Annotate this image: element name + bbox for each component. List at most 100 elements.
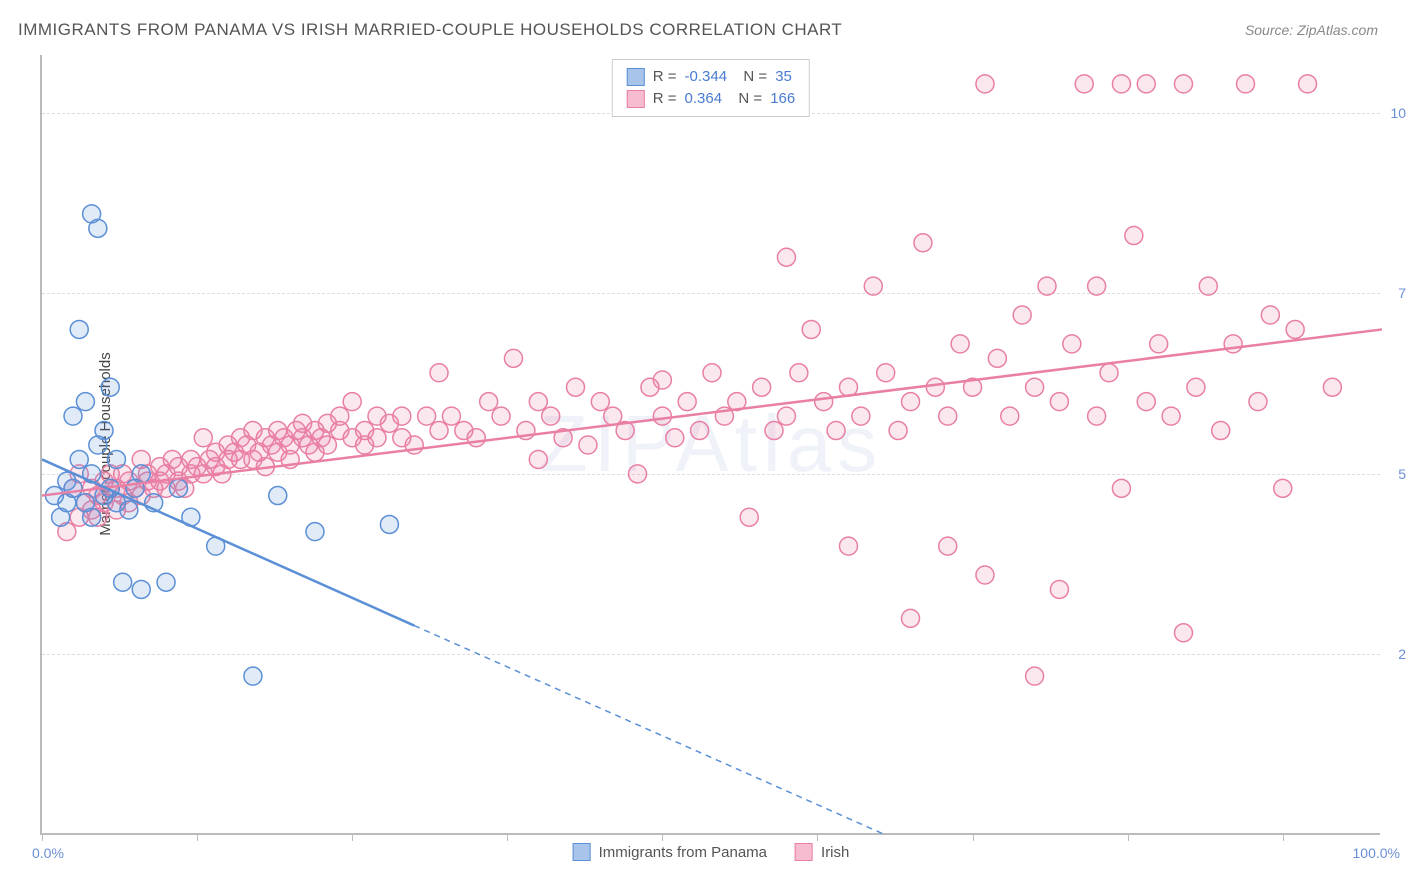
data-point (864, 277, 882, 295)
chart-title: IMMIGRANTS FROM PANAMA VS IRISH MARRIED-… (18, 20, 842, 40)
data-point (790, 364, 808, 382)
chart-plot-area: Married-couple Households ZIPAtlas R = -… (40, 55, 1380, 835)
data-point (169, 479, 187, 497)
data-point (1050, 580, 1068, 598)
legend-swatch-irish (627, 90, 645, 108)
data-point (467, 429, 485, 447)
data-point (1125, 227, 1143, 245)
legend-row-irish: R = 0.364 N = 166 (627, 88, 795, 110)
data-point (1224, 335, 1242, 353)
data-point (1174, 624, 1192, 642)
series-label-irish: Irish (821, 844, 849, 861)
data-point (653, 407, 671, 425)
legend-swatch-panama (627, 68, 645, 86)
y-tick-label: 100.0% (1391, 105, 1406, 121)
series-swatch-panama (573, 843, 591, 861)
data-point (1001, 407, 1019, 425)
data-point (567, 378, 585, 396)
data-point (939, 537, 957, 555)
data-point (368, 429, 386, 447)
data-point (1162, 407, 1180, 425)
data-point (777, 248, 795, 266)
data-point (114, 573, 132, 591)
data-point (430, 422, 448, 440)
data-point (1274, 479, 1292, 497)
data-point (703, 364, 721, 382)
data-point (504, 349, 522, 367)
data-point (653, 371, 671, 389)
data-point (852, 407, 870, 425)
scatter-svg (42, 55, 1380, 833)
data-point (827, 422, 845, 440)
data-point (678, 393, 696, 411)
data-point (740, 508, 758, 526)
data-point (579, 436, 597, 454)
data-point (629, 465, 647, 483)
legend-r-label: R = (653, 66, 677, 88)
data-point (691, 422, 709, 440)
data-point (1100, 364, 1118, 382)
data-point (418, 407, 436, 425)
data-point (1237, 75, 1255, 93)
data-point (1075, 75, 1093, 93)
x-axis-min-label: 0.0% (32, 845, 64, 861)
x-tick (507, 833, 508, 841)
data-point (480, 393, 498, 411)
data-point (70, 450, 88, 468)
data-point (1174, 75, 1192, 93)
data-point (132, 580, 150, 598)
data-point (120, 501, 138, 519)
data-point (1026, 378, 1044, 396)
data-point (95, 422, 113, 440)
data-point (64, 407, 82, 425)
data-point (902, 393, 920, 411)
data-point (951, 335, 969, 353)
data-point (194, 429, 212, 447)
data-point (1187, 378, 1205, 396)
data-point (839, 537, 857, 555)
data-point (839, 378, 857, 396)
data-point (1199, 277, 1217, 295)
data-point (157, 573, 175, 591)
data-point (393, 407, 411, 425)
data-point (1112, 479, 1130, 497)
trend-line-panama-extrapolated (414, 626, 885, 835)
series-legend-panama: Immigrants from Panama (573, 843, 767, 861)
data-point (976, 566, 994, 584)
x-tick (973, 833, 974, 841)
data-point (1261, 306, 1279, 324)
legend-n-label: N = (735, 66, 767, 88)
data-point (1088, 407, 1106, 425)
legend-r-value-irish: 0.364 (685, 88, 723, 110)
data-point (542, 407, 560, 425)
data-point (939, 407, 957, 425)
legend-n-value-panama: 35 (775, 66, 792, 88)
data-point (976, 75, 994, 93)
legend-row-panama: R = -0.344 N = 35 (627, 66, 795, 88)
x-tick (817, 833, 818, 841)
data-point (877, 364, 895, 382)
data-point (529, 393, 547, 411)
data-point (1137, 393, 1155, 411)
x-tick (42, 833, 43, 841)
data-point (331, 407, 349, 425)
data-point (889, 422, 907, 440)
data-point (802, 320, 820, 338)
data-point (591, 393, 609, 411)
data-point (107, 450, 125, 468)
data-point (89, 219, 107, 237)
data-point (1299, 75, 1317, 93)
data-point (1026, 667, 1044, 685)
x-tick (352, 833, 353, 841)
y-tick-label: 25.0% (1398, 646, 1406, 662)
data-point (343, 393, 361, 411)
data-point (1038, 277, 1056, 295)
series-legend: Immigrants from Panama Irish (573, 843, 850, 861)
data-point (1013, 306, 1031, 324)
data-point (442, 407, 460, 425)
data-point (430, 364, 448, 382)
y-tick-label: 75.0% (1398, 285, 1406, 301)
data-point (666, 429, 684, 447)
data-point (76, 393, 94, 411)
x-tick (662, 833, 663, 841)
